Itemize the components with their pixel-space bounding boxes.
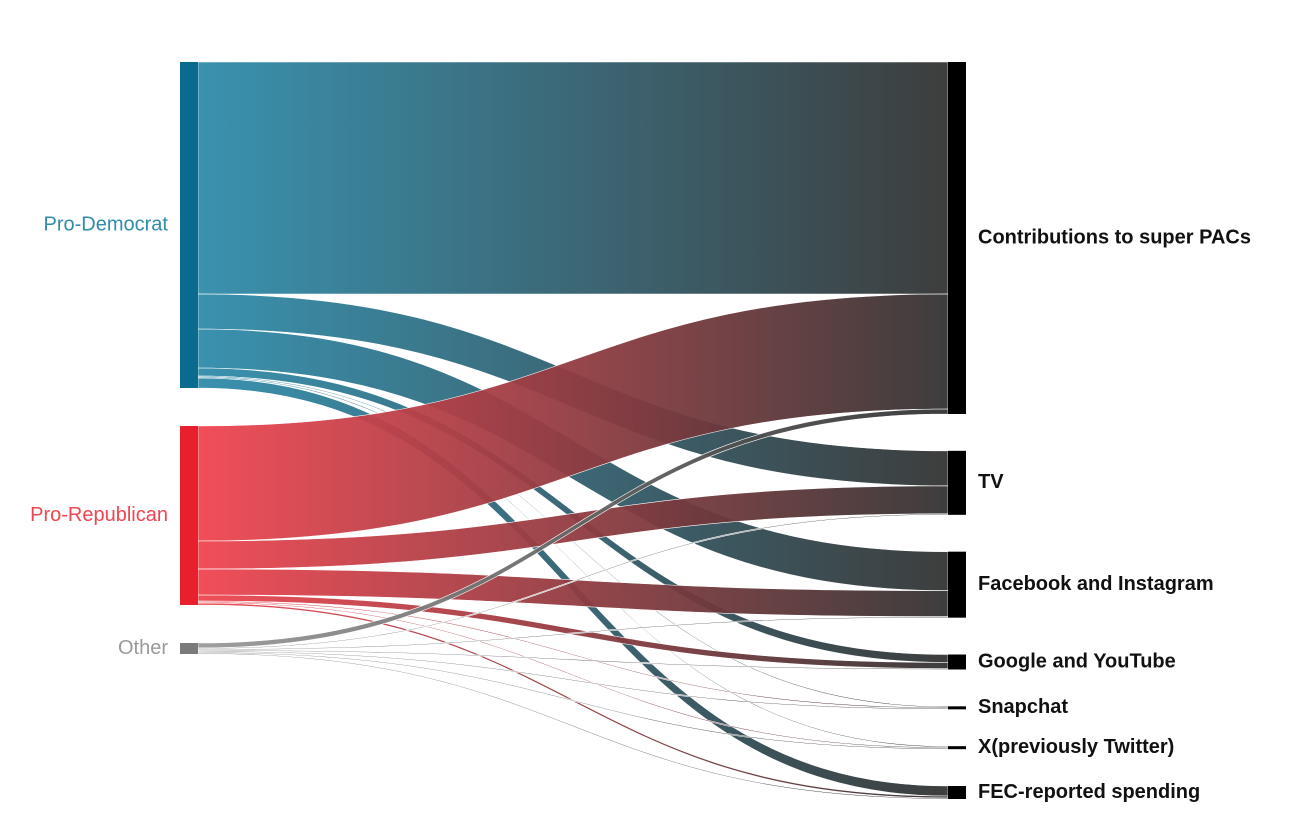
link <box>197 616 949 651</box>
target-node <box>948 746 966 750</box>
link <box>197 61 949 295</box>
target-node <box>948 654 966 670</box>
source-label: Other <box>118 637 168 659</box>
target-label: X(previously Twitter) <box>978 736 1174 758</box>
nodes: Pro-Democrat Pro-Republican Other Contribut… <box>30 62 1251 803</box>
target-node <box>948 450 966 515</box>
target-node <box>948 706 966 710</box>
target-label: FEC-reported spending <box>978 781 1200 803</box>
target-node <box>948 551 966 618</box>
links <box>197 61 949 800</box>
target-label: Facebook and Instagram <box>978 573 1214 595</box>
source-node <box>180 643 198 654</box>
source-label: Pro-Republican <box>30 504 168 526</box>
source-label: Pro-Democrat <box>44 213 169 235</box>
source-node <box>180 62 198 388</box>
source-node <box>180 426 198 605</box>
link <box>197 600 949 709</box>
link <box>197 651 949 750</box>
target-node <box>948 786 966 799</box>
target-node <box>948 62 966 414</box>
target-label: Snapchat <box>978 696 1068 718</box>
target-label: Contributions to super PACs <box>978 226 1251 248</box>
target-label: TV <box>978 471 1004 493</box>
target-label: Google and YouTube <box>978 650 1176 672</box>
